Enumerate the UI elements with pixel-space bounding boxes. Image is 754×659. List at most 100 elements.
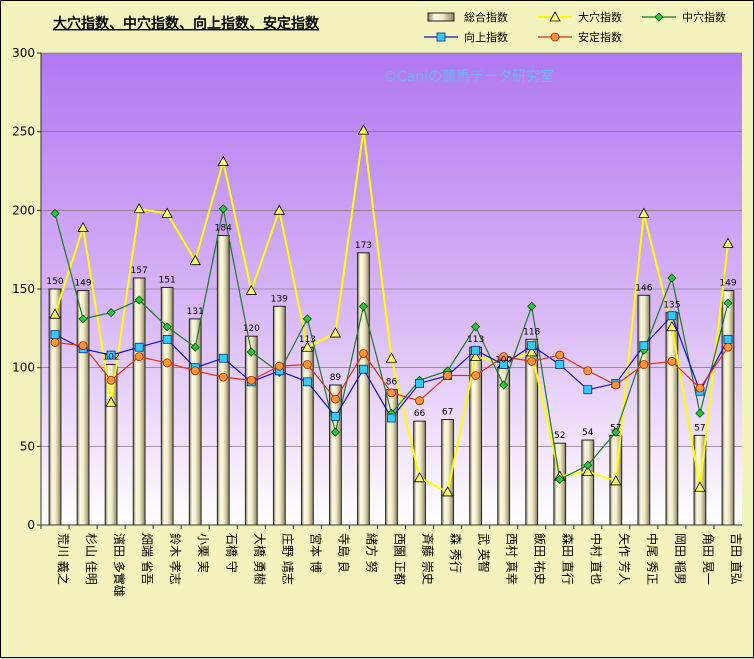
bar-value-label: 120	[243, 324, 260, 334]
triangle-marker	[217, 155, 229, 166]
x-category-label: 石橋 守	[224, 533, 238, 573]
legend-item: 中穴指数	[642, 10, 726, 24]
circle-marker	[667, 356, 677, 366]
diamond-marker	[134, 295, 144, 305]
x-category-label: 中尾 秀正	[645, 533, 660, 585]
triangle-marker	[77, 221, 89, 233]
x-category-label: 斉藤 崇史	[421, 533, 436, 585]
legend-label: 向上指数	[464, 30, 508, 44]
square-marker	[639, 341, 649, 351]
circle-marker	[723, 342, 733, 352]
bar	[244, 335, 258, 526]
x-category-label: 森 秀行	[449, 533, 464, 573]
x-category-label: 庄野 靖志	[280, 533, 295, 585]
triangle-marker	[413, 471, 426, 483]
bar-value-label: 102	[103, 353, 120, 363]
circle-marker	[387, 388, 396, 398]
legend-label: 中穴指数	[682, 10, 726, 24]
circle-marker	[583, 366, 593, 376]
x-category-label: 矢作 芳人	[617, 533, 631, 585]
circle-marker	[550, 32, 560, 42]
bar-value-label: 149	[74, 279, 91, 289]
triangle-marker	[273, 204, 286, 215]
circle-marker	[246, 375, 256, 385]
circle-marker	[555, 350, 565, 360]
x-category-label: 濱田 多實雄	[112, 533, 127, 597]
square-marker	[50, 330, 60, 340]
diamond-marker	[499, 380, 509, 390]
diamond-marker	[583, 460, 593, 470]
x-category-label: 畑端 省吾	[140, 533, 154, 585]
legend-label: 総合指数	[464, 10, 508, 24]
square-marker	[555, 360, 565, 369]
x-category-label: 西園 正都	[393, 533, 407, 585]
legend-item: 向上指数	[424, 30, 508, 44]
diamond-marker	[667, 273, 677, 283]
legend-label: 安定指数	[578, 30, 622, 44]
diamond-marker	[106, 308, 116, 318]
circle-marker	[331, 394, 340, 404]
data-labels: 150 149 102 157 151 131 184 120 139 113 89 173 86 66 6…	[46, 224, 736, 442]
circle-marker	[162, 358, 172, 368]
circle-marker	[499, 352, 509, 362]
square-marker	[527, 341, 537, 351]
bar-value-label: 150	[46, 277, 63, 287]
circle-marker	[471, 371, 481, 380]
diamond-marker	[723, 298, 733, 308]
x-category-label: 西村 真幸	[505, 533, 519, 585]
triangle-marker	[638, 207, 650, 218]
circle-marker	[415, 396, 424, 406]
y-tick-label: 300	[12, 46, 35, 60]
bar-value-label: 173	[355, 241, 372, 251]
x-category-label: 杉山 佳明	[84, 533, 98, 585]
x-category-label: 寺島 良	[336, 533, 351, 573]
bar-value-label: 151	[159, 275, 176, 285]
bar-value-label: 146	[635, 283, 652, 293]
bar-value-label: 113	[299, 335, 316, 345]
x-category-label: 鈴木 孝志	[168, 533, 183, 585]
circle-marker	[527, 356, 537, 366]
square-marker	[387, 413, 396, 423]
bar-value-label: 67	[442, 408, 453, 418]
circle-marker	[190, 366, 200, 376]
triangle-marker	[526, 346, 538, 357]
circle-marker	[106, 375, 116, 385]
x-category-label: 角田 晃一	[701, 533, 715, 585]
bar	[497, 367, 511, 526]
legend-item: 総合指数	[427, 10, 508, 24]
bar	[329, 384, 342, 526]
diamond-marker	[78, 314, 88, 324]
circle-marker	[639, 360, 649, 369]
legend-item: 大穴指数	[538, 10, 622, 24]
square-marker	[302, 377, 312, 387]
bar	[665, 312, 679, 526]
square-marker	[331, 412, 340, 421]
x-category-label: 宮本 博	[308, 533, 323, 573]
triangle-marker	[441, 486, 454, 497]
bar-value-label: 157	[131, 266, 148, 276]
diamond-marker	[162, 322, 172, 332]
x-category-label: 飯田 祐史	[533, 533, 548, 585]
bar	[76, 290, 90, 526]
triangle-marker	[245, 284, 257, 295]
triangle-marker	[582, 465, 594, 476]
series-markers	[49, 124, 734, 497]
bar-value-label: 57	[694, 423, 705, 433]
triangle-marker	[49, 308, 61, 319]
diamond-marker	[50, 208, 60, 219]
bar	[104, 364, 118, 526]
bar-value-label: 149	[719, 279, 736, 289]
bar-value-label: 131	[187, 307, 204, 317]
y-tick-label: 50	[20, 439, 35, 453]
bar-value-label: 52	[554, 431, 565, 441]
triangle-marker	[133, 202, 145, 214]
diamond-marker	[302, 314, 312, 324]
x-category-label: 荒川 義之	[56, 533, 71, 585]
bar-value-label: 86	[386, 378, 398, 388]
bar	[637, 294, 651, 526]
triangle-marker	[161, 207, 173, 218]
bar-value-label: 184	[215, 224, 232, 234]
x-category-label: 森田 直行	[561, 533, 576, 585]
